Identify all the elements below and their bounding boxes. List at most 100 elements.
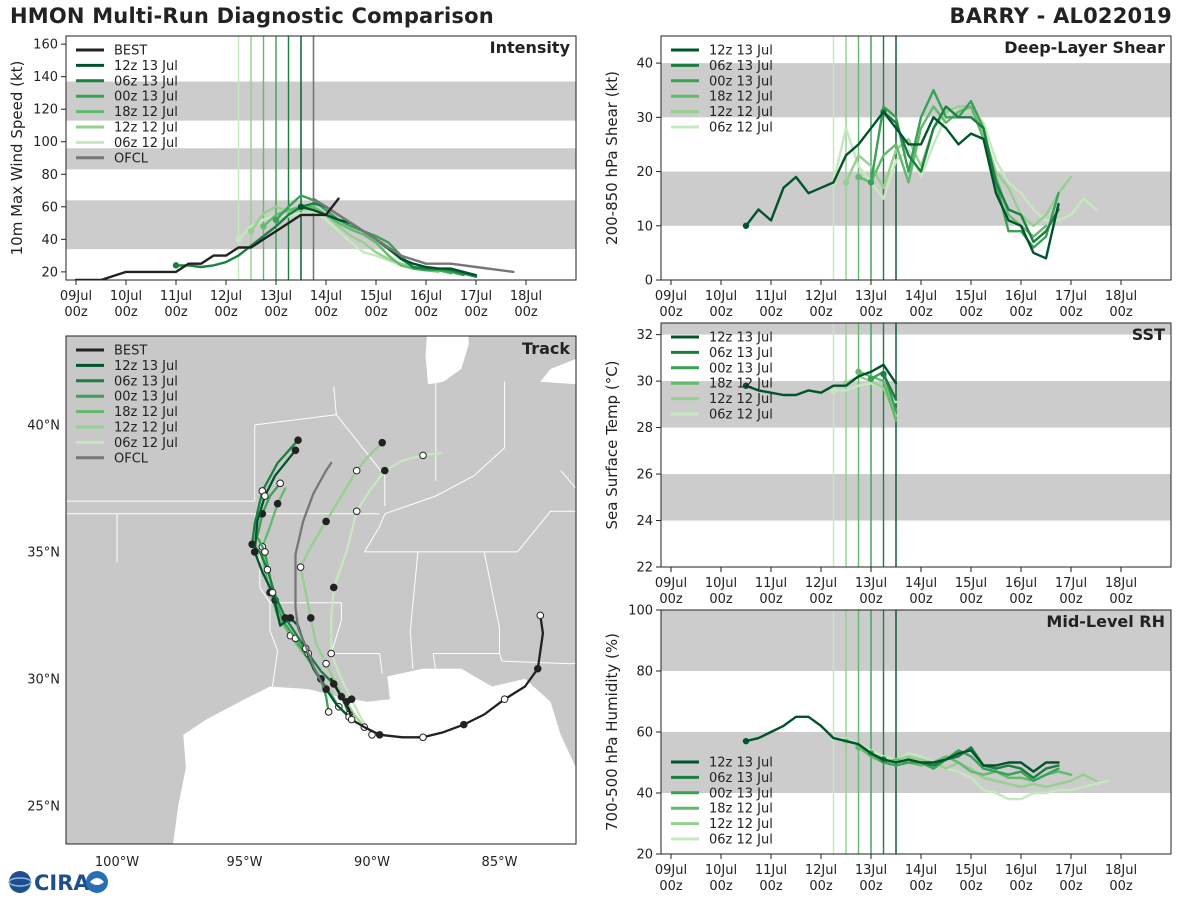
sst-ytick-label: 26 xyxy=(636,468,653,483)
track-series-line-point xyxy=(322,517,330,526)
intensity-xtick-day: 18Jul xyxy=(510,289,542,304)
track-series-line-point xyxy=(296,563,305,571)
intensity-xtick-hour: 00z xyxy=(414,305,438,320)
rh-xtick-hour: 00z xyxy=(709,879,733,894)
intensity-xtick-day: 15Jul xyxy=(360,289,392,304)
intensity-series-line-init-point xyxy=(172,262,180,269)
rh-xtick-hour: 00z xyxy=(1059,879,1083,894)
track-lat-label: 25°N xyxy=(27,799,60,814)
rh-xtick-hour: 00z xyxy=(759,879,783,894)
sst-legend-label: 06z 12 Jul xyxy=(709,408,773,423)
track-lon-label: 85°W xyxy=(482,855,518,870)
track-series-line xyxy=(330,451,443,736)
intensity-xtick-hour: 00z xyxy=(64,305,88,320)
intensity-legend-label: BEST xyxy=(114,44,147,59)
state-border-line xyxy=(335,414,386,507)
track-legend-label: 12z 12 Jul xyxy=(114,421,178,436)
state-border-line xyxy=(363,513,386,553)
state-border-line xyxy=(330,602,342,654)
shear-xtick-hour: 00z xyxy=(1009,305,1033,320)
intensity-shaded-band xyxy=(66,148,576,170)
shear-ytick-label: 10 xyxy=(636,219,653,234)
track-lat-label: 35°N xyxy=(27,545,60,560)
sst-xtick-day: 12Jul xyxy=(805,576,837,591)
track-lon-label: 90°W xyxy=(354,855,390,870)
shear-legend-label: 12z 13 Jul xyxy=(709,44,773,59)
track-series-line-point xyxy=(273,499,282,508)
sst-legend-label: 12z 12 Jul xyxy=(709,392,773,407)
intensity-xtick-day: 09Jul xyxy=(60,289,92,304)
track-legend-label: 00z 13 Jul xyxy=(114,390,178,405)
sst-panel-title: SST xyxy=(1132,325,1165,344)
rh-ylabel: 700-500 hPa Humidity (%) xyxy=(603,633,621,831)
shear-xtick-hour: 00z xyxy=(909,305,933,320)
figure-title: HMON Multi-Run Diagnostic Comparison xyxy=(10,4,494,28)
shear-ytick-label: 0 xyxy=(645,274,653,289)
sst-xtick-hour: 00z xyxy=(1109,592,1133,607)
track-series-line-point xyxy=(419,451,427,460)
sst-xtick-day: 18Jul xyxy=(1105,576,1137,591)
intensity-ytick-label: 60 xyxy=(41,200,58,215)
state-border-line xyxy=(409,551,419,669)
sst-ytick-label: 32 xyxy=(636,328,653,343)
shear-ytick-label: 40 xyxy=(636,57,653,72)
rh-xtick-day: 12Jul xyxy=(805,863,837,878)
sst-series-line-init-point xyxy=(880,370,887,378)
shear-series-line xyxy=(882,105,1060,244)
shear-panel: 01020304009Jul00z10Jul00z11Jul00z12Jul00… xyxy=(603,35,1172,320)
intensity-series-line-init-point xyxy=(235,236,242,243)
intensity-xtick-day: 13Jul xyxy=(260,289,292,304)
intensity-legend-label: OFCL xyxy=(114,151,149,166)
storm-id-title: BARRY - AL022019 xyxy=(949,4,1172,28)
shear-xtick-hour: 00z xyxy=(659,305,683,320)
track-best-line-point xyxy=(500,695,509,704)
sst-xtick-day: 10Jul xyxy=(705,576,737,591)
shear-ytick-label: 20 xyxy=(636,165,653,180)
track-frame xyxy=(65,335,577,845)
shear-xtick-hour: 00z xyxy=(1059,305,1083,320)
intensity-best-line xyxy=(74,197,340,280)
rh-series-line xyxy=(869,749,1060,782)
track-series-line-point xyxy=(322,685,330,693)
rh-ytick-label: 60 xyxy=(636,726,653,741)
shear-legend-label: 18z 12 Jul xyxy=(709,90,773,105)
track-best-line-point xyxy=(536,611,545,620)
shear-legend-label: 06z 13 Jul xyxy=(709,59,773,74)
track-series-line-point xyxy=(352,466,361,475)
intensity-series-line-init-point xyxy=(247,228,255,235)
rh-xtick-day: 13Jul xyxy=(855,863,887,878)
intensity-ofcl-line xyxy=(312,197,515,274)
sst-xtick-day: 13Jul xyxy=(855,576,887,591)
rh-xtick-day: 14Jul xyxy=(905,863,937,878)
track-legend-label: 06z 13 Jul xyxy=(114,374,178,389)
sst-series-line xyxy=(882,372,898,401)
intensity-xtick-hour: 00z xyxy=(364,305,388,320)
shear-xtick-day: 18Jul xyxy=(1105,289,1137,304)
gulf-of-mexico-water xyxy=(66,668,576,844)
rh-panel: 2040608010009Jul00z10Jul00z11Jul00z12Jul… xyxy=(603,604,1172,894)
track-series-line-point xyxy=(291,446,300,455)
intensity-xtick-day: 14Jul xyxy=(310,289,342,304)
track-best-line-point xyxy=(375,730,384,739)
shear-xtick-hour: 00z xyxy=(709,305,733,320)
shear-legend-label: 00z 13 Jul xyxy=(709,74,773,89)
sst-xtick-day: 16Jul xyxy=(1005,576,1037,591)
rh-xtick-hour: 00z xyxy=(659,879,683,894)
shear-series-line-init-point xyxy=(855,173,862,181)
intensity-xtick-day: 11Jul xyxy=(160,289,192,304)
rh-ytick-label: 80 xyxy=(636,665,653,680)
intensity-shaded-band xyxy=(66,200,576,250)
state-border-line xyxy=(384,447,505,515)
rh-xtick-hour: 00z xyxy=(809,879,833,894)
track-legend-label: BEST xyxy=(114,344,147,359)
shear-xtick-day: 17Jul xyxy=(1055,289,1087,304)
track-series-line-point xyxy=(307,614,315,622)
intensity-shaded-band xyxy=(66,81,576,121)
intensity-xtick-day: 17Jul xyxy=(460,289,492,304)
track-series-line-point xyxy=(286,614,295,622)
sst-frame xyxy=(660,322,1172,568)
intensity-ytick-label: 40 xyxy=(41,233,58,248)
sst-series-line-init-point xyxy=(742,382,750,389)
rh-ytick-label: 40 xyxy=(636,787,653,802)
